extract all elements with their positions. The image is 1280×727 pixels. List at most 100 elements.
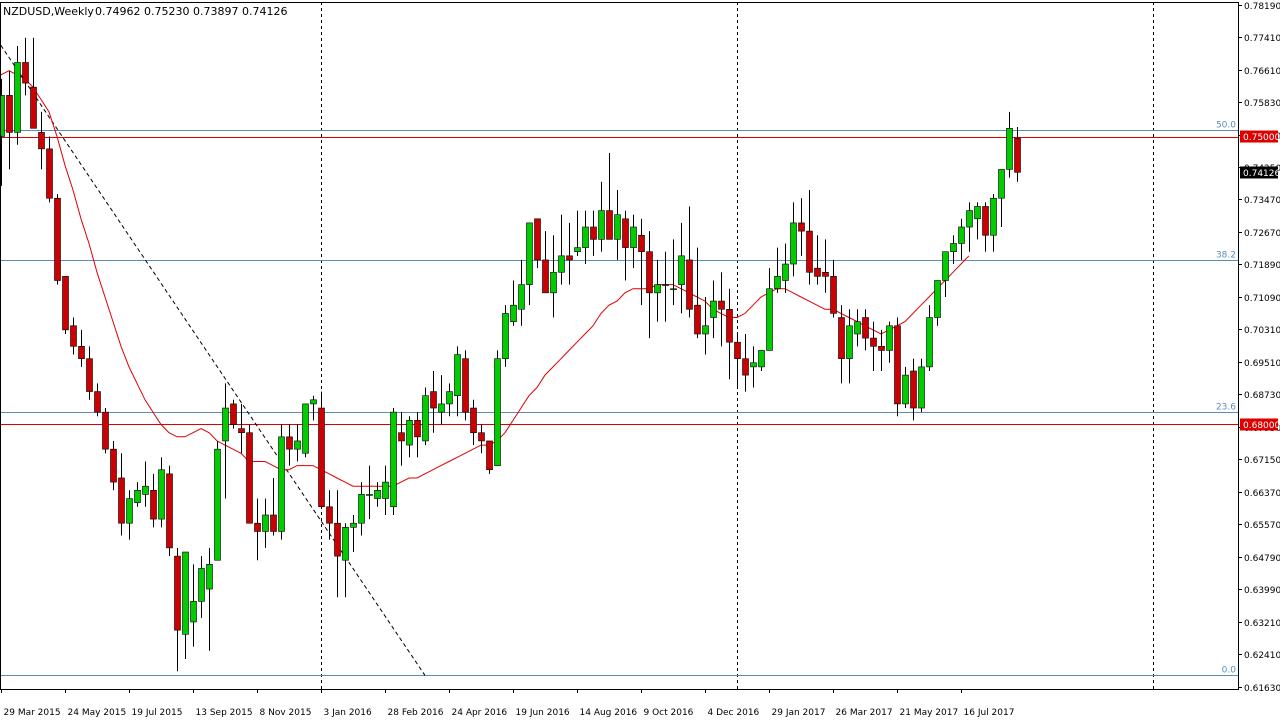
candle[interactable] <box>438 375 445 425</box>
candle[interactable] <box>22 37 29 96</box>
candle[interactable] <box>6 70 13 170</box>
candle[interactable] <box>238 403 245 454</box>
candle[interactable] <box>646 231 653 339</box>
candle[interactable] <box>262 498 269 548</box>
candle[interactable] <box>302 403 309 458</box>
candle[interactable] <box>638 218 645 306</box>
candle[interactable] <box>766 268 773 351</box>
candle[interactable] <box>862 309 869 351</box>
candle[interactable] <box>782 243 789 293</box>
candle[interactable] <box>14 46 21 145</box>
candle[interactable] <box>582 210 589 265</box>
candle[interactable] <box>926 305 933 372</box>
candle[interactable] <box>70 317 77 355</box>
candle[interactable] <box>630 214 637 269</box>
candle[interactable] <box>590 210 597 256</box>
candle[interactable] <box>230 399 237 429</box>
candle[interactable] <box>462 350 469 421</box>
candle[interactable] <box>478 424 485 454</box>
candle[interactable] <box>102 408 109 454</box>
candle[interactable] <box>806 189 813 285</box>
candle[interactable] <box>694 247 701 339</box>
candle[interactable] <box>422 387 429 446</box>
candle[interactable] <box>150 473 157 528</box>
candle[interactable] <box>374 482 381 507</box>
candle[interactable] <box>398 412 405 466</box>
candle[interactable] <box>454 346 461 417</box>
candle[interactable] <box>390 408 397 515</box>
candle[interactable] <box>46 136 53 203</box>
candle[interactable] <box>214 440 221 561</box>
candle[interactable] <box>318 391 325 508</box>
candle[interactable] <box>62 276 69 334</box>
candle[interactable] <box>750 346 757 388</box>
candle[interactable] <box>86 346 93 400</box>
candle[interactable] <box>166 465 173 557</box>
candle[interactable] <box>574 210 581 256</box>
candle[interactable] <box>414 412 421 458</box>
candle[interactable] <box>654 259 661 322</box>
candle[interactable] <box>502 305 509 367</box>
candle[interactable] <box>902 366 909 409</box>
candle[interactable] <box>350 514 357 553</box>
candle[interactable] <box>822 239 829 293</box>
candle[interactable] <box>270 477 277 536</box>
candle[interactable] <box>54 194 61 285</box>
candle[interactable] <box>558 214 565 285</box>
candle[interactable] <box>30 37 37 129</box>
candle[interactable] <box>470 399 477 446</box>
candle[interactable] <box>934 280 941 326</box>
candle[interactable] <box>838 305 845 384</box>
candle[interactable] <box>406 416 413 458</box>
candle[interactable] <box>190 564 197 647</box>
candle[interactable] <box>670 239 677 306</box>
candle[interactable] <box>614 189 621 260</box>
candle[interactable] <box>0 78 5 186</box>
candle[interactable] <box>198 556 205 618</box>
candle[interactable] <box>550 235 557 318</box>
candle[interactable] <box>334 490 341 598</box>
candle[interactable] <box>870 321 877 372</box>
candle[interactable] <box>774 247 781 293</box>
candle[interactable] <box>446 383 453 417</box>
candle[interactable] <box>830 259 837 318</box>
candle[interactable] <box>718 272 725 347</box>
candle[interactable] <box>486 440 493 474</box>
candle[interactable] <box>726 288 733 380</box>
candle[interactable] <box>742 333 749 392</box>
candle[interactable] <box>326 490 333 540</box>
candle[interactable] <box>622 210 629 281</box>
candle[interactable] <box>998 169 1005 228</box>
candle[interactable] <box>566 222 573 285</box>
candle[interactable] <box>982 202 989 252</box>
candle[interactable] <box>1014 127 1021 182</box>
candle[interactable] <box>110 440 117 491</box>
candle[interactable] <box>38 111 45 170</box>
candle[interactable] <box>734 333 741 388</box>
candle[interactable] <box>966 202 973 252</box>
dashed-trendline[interactable] <box>0 34 426 676</box>
candle[interactable] <box>294 424 301 462</box>
candle[interactable] <box>182 551 189 659</box>
candle[interactable] <box>206 547 213 651</box>
candle[interactable] <box>430 371 437 433</box>
candle[interactable] <box>814 235 821 285</box>
candle[interactable] <box>534 218 541 269</box>
candle[interactable] <box>78 329 85 367</box>
candle[interactable] <box>942 251 949 297</box>
candle[interactable] <box>358 482 365 536</box>
candle[interactable] <box>894 317 901 417</box>
candle[interactable] <box>798 198 805 256</box>
candle[interactable] <box>94 383 101 417</box>
candle[interactable] <box>606 152 613 240</box>
candle[interactable] <box>118 453 125 536</box>
candle[interactable] <box>126 490 133 540</box>
candle[interactable] <box>286 424 293 466</box>
candle[interactable] <box>710 280 717 339</box>
candle[interactable] <box>518 259 525 326</box>
candle[interactable] <box>846 309 853 384</box>
candle[interactable] <box>854 309 861 347</box>
candle[interactable] <box>382 465 389 515</box>
candle[interactable] <box>246 424 253 524</box>
